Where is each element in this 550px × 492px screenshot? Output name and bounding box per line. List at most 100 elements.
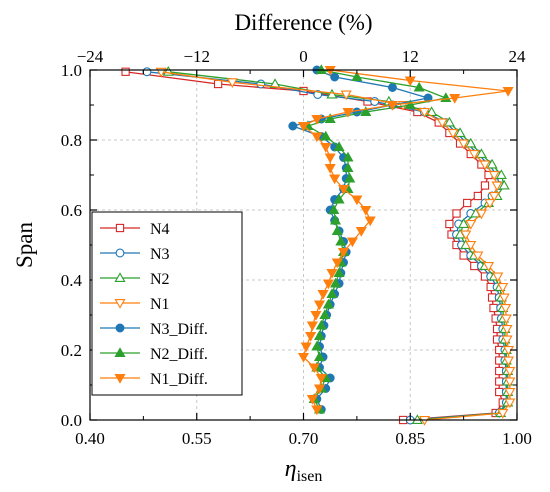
data-point [306,321,318,332]
y-tick-label: 1.0 [61,61,82,80]
data-point [480,181,490,190]
data-point [418,108,431,118]
legend-item: N3 [100,246,170,263]
data-point [329,277,342,288]
data-point [256,79,266,89]
legend-marker [114,347,126,358]
data-point [306,394,318,405]
data-point [355,227,367,237]
legend-item: N2_Diff. [100,346,208,363]
y-tick-label: 0.2 [61,341,82,360]
data-point [311,405,323,416]
data-point [364,216,376,227]
legend-label: N2_Diff. [150,346,208,363]
data-point [465,220,477,230]
data-point [475,209,487,220]
data-point [495,169,507,179]
data-point [484,199,496,209]
data-point [313,384,326,395]
data-point [386,101,399,111]
series-layer [121,64,516,426]
y-axis-title: Span [12,222,37,269]
data-point [320,143,332,153]
legend: N4 N3 N2 N1 N3_Diff. N2_Diff. N1_Diff. [91,211,243,396]
x-tick-label: 0.85 [395,429,425,448]
data-point [331,225,343,235]
data-point [458,139,470,150]
data-point [489,303,498,313]
data-point [449,94,461,104]
data-point [320,130,332,141]
data-point [337,185,350,195]
data-point [313,330,326,341]
data-point [344,172,356,183]
x-axis-title-main: η [285,456,297,482]
data-point [324,113,336,123]
data-point [498,293,510,304]
data-point [326,88,338,99]
data-point [340,90,352,101]
data-point [454,127,466,137]
data-point [324,153,336,164]
data-point [333,267,345,278]
data-point [500,314,512,325]
x-tick-label: 0.55 [182,429,212,448]
data-point [498,179,510,190]
data-point [488,171,500,181]
data-point [329,214,342,225]
legend-item: N2 [100,271,170,288]
data-point [486,158,498,169]
data-point [495,387,504,397]
x-tick-label: 0.70 [289,429,319,448]
data-point [326,288,338,299]
data-point [311,340,323,351]
y-tick-label: 0.4 [61,271,83,290]
x-axis-title: ηisen [285,456,323,485]
data-point [121,67,130,76]
data-point [443,116,455,127]
data-point [342,162,354,172]
data-point [460,230,472,241]
data-point [495,366,504,376]
data-point [226,78,238,88]
data-point [342,151,354,162]
data-point [351,71,363,81]
data-point [468,150,480,160]
x-axis-title-sub: isen [297,468,323,485]
data-point [360,206,372,216]
data-point [322,298,334,309]
data-point [326,268,338,279]
y-tick-label: 0.8 [61,131,82,150]
data-point [475,148,487,158]
data-point [404,99,416,109]
data-point [501,324,513,335]
legend-label: N1 [150,296,170,313]
data-point [452,209,461,218]
data-point [504,398,516,409]
data-point [473,191,483,201]
data-point [324,164,336,174]
legend-item: N3_Diff. [100,321,208,338]
y-tick-label: 0.6 [61,201,82,220]
legend-marker [114,298,126,309]
data-point [504,366,516,377]
data-point [297,122,310,132]
data-point [491,181,503,192]
data-point [342,108,354,118]
x2-tick-label: 0 [299,47,308,66]
data-point [465,137,477,148]
data-point [447,129,459,139]
x2-axis-title: Difference (%) [234,10,372,35]
data-point [502,356,515,367]
legend-label: N3_Diff. [150,321,208,338]
data-point [300,342,312,353]
data-point [487,293,497,302]
series-3 [155,67,516,426]
data-point [388,83,397,92]
x2-tick-label: 12 [402,47,419,66]
legend-label: N2 [150,271,170,288]
data-point [351,195,363,206]
data-point [330,72,340,82]
data-point [311,132,323,143]
series-6 [297,66,514,416]
